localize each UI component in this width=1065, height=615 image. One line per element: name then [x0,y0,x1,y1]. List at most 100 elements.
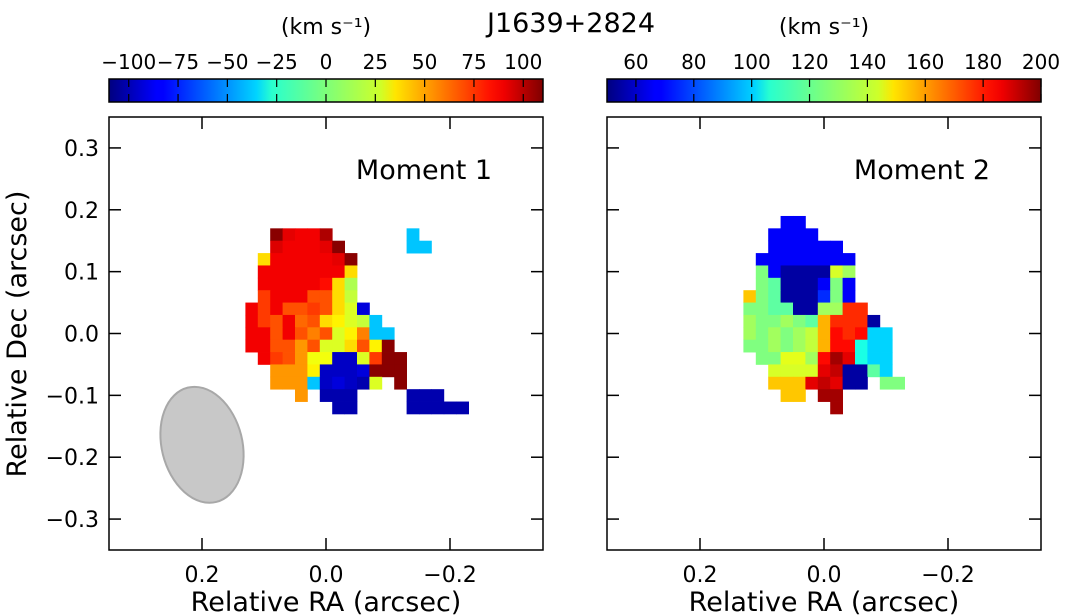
map-pixel [257,352,271,365]
map-pixel [295,314,308,328]
map-pixel [830,364,843,378]
map-pixel [381,364,395,378]
map-pixel [270,339,283,353]
y-tick-label: −0.1 [46,384,99,409]
map-pixel [270,277,283,291]
map-pixel [755,314,769,328]
map-pixel [793,327,806,341]
map-pixel [307,364,321,378]
map-pixel [805,253,819,266]
moment1-panel-label: Moment 1 [356,155,492,186]
x-tick-label: 0.0 [309,563,344,588]
map-pixel [257,277,271,291]
map-pixel [332,240,345,254]
colorbar-tick-label: 100 [504,50,542,74]
map-pixel [755,327,769,341]
map-pixel [344,327,358,341]
map-pixel [357,339,370,353]
map-pixel [307,339,321,353]
map-pixel [406,228,420,242]
colorbar-tick-label: 80 [681,50,706,74]
map-pixel [270,376,283,390]
map-pixel [357,314,370,328]
map-pixel [319,339,333,353]
map-pixel [381,327,395,341]
map-pixel [842,265,856,279]
map-pixel [793,215,806,229]
map-pixel [780,240,794,254]
map-pixel [780,290,794,303]
map-pixel [307,314,321,328]
map-pixel [793,302,806,316]
map-pixel [817,314,831,328]
map-pixel [319,265,333,279]
colorbar-tick-label: −75 [157,50,199,74]
map-pixel [805,314,819,328]
map-pixel [319,314,333,328]
y-tick-label: 0.2 [64,199,99,224]
map-pixel [369,376,383,390]
moment1-axis-ticks: 0.2 0.0 −0.2 0.3 0.2 0.1 0.0 −0.1 −0.2 −0.3 [46,117,543,588]
x-tick-label: −0.2 [423,563,476,588]
map-pixel [394,352,407,365]
map-pixel [406,389,420,402]
map-pixel [357,364,370,378]
map-pixel [743,302,757,316]
map-pixel [270,290,283,303]
map-pixel [817,277,831,291]
map-pixel [257,253,271,266]
x-tick-label: 0.0 [807,563,842,588]
colorbar-tick-label: 25 [363,50,388,74]
map-pixel [780,339,794,353]
map-pixel [780,352,794,365]
map-pixel [419,240,432,254]
moment1-pixels [245,228,469,415]
map-pixel [307,352,321,365]
map-pixel [805,265,819,279]
map-pixel [344,253,358,266]
map-pixel [830,327,843,341]
map-pixel [282,364,296,378]
figure-title: J1639+2824 [485,8,655,39]
y-tick-label: −0.3 [46,508,99,533]
map-pixel [319,364,333,378]
map-pixel [743,290,757,303]
map-pixel [357,302,370,316]
map-pixel [830,352,843,365]
map-pixel [270,240,283,254]
map-pixel [270,352,283,365]
x-tick-label: 0.2 [185,563,220,588]
map-pixel [295,389,308,402]
colorbar-tick-label: 100 [733,50,771,74]
map-pixel [780,389,794,402]
map-pixel [805,228,819,242]
map-pixel [855,352,868,365]
map-pixel [307,302,321,316]
map-pixel [805,240,819,254]
map-pixel [270,364,283,378]
map-pixel [282,327,296,341]
map-pixel [780,215,794,229]
map-pixel [344,352,358,365]
map-pixel [793,240,806,254]
map-pixel [768,277,781,291]
map-pixel [805,290,819,303]
map-pixel [780,364,794,378]
map-pixel [867,339,881,353]
map-pixel [755,339,769,353]
map-pixel [406,401,420,415]
map-pixel [270,265,283,279]
map-pixel [245,327,259,341]
map-pixel [245,302,259,316]
map-pixel [830,314,843,328]
map-pixel [830,253,843,266]
map-pixel [431,401,445,415]
moment1-colorbar-ticks: −100 −75 −50 −25 0 25 50 75 100 [101,50,542,102]
colorbar-tick-label: −25 [256,50,298,74]
map-pixel [768,228,781,242]
y-tick-label: 0.0 [64,323,99,348]
map-pixel [743,314,757,328]
map-pixel [307,240,321,254]
y-tick-label: −0.2 [46,446,99,471]
map-pixel [282,240,296,254]
